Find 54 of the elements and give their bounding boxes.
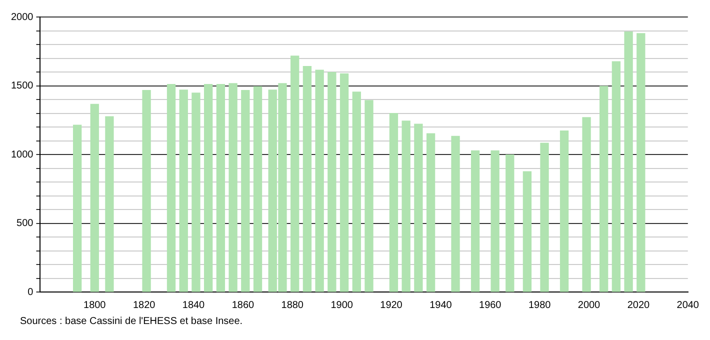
bar — [105, 116, 114, 292]
y-tick-label: 0 — [28, 286, 34, 298]
bar — [540, 142, 549, 292]
bar — [315, 70, 324, 292]
bar — [490, 150, 500, 292]
bar — [506, 154, 514, 292]
x-tick-label: 1920 — [380, 300, 403, 311]
x-tick-label: 1820 — [132, 300, 156, 311]
y-tick-label: 1000 — [10, 149, 34, 160]
bar — [241, 90, 250, 292]
bar — [142, 90, 151, 292]
bar — [72, 124, 82, 292]
bar — [624, 32, 633, 292]
bar — [560, 130, 569, 292]
bar — [426, 133, 436, 292]
bar — [470, 150, 480, 292]
bar — [364, 100, 374, 292]
bar — [302, 66, 312, 292]
x-tick-label: 1860 — [232, 300, 254, 311]
bar — [582, 117, 591, 292]
bar — [179, 90, 188, 292]
bar — [166, 84, 176, 292]
bar — [204, 84, 213, 292]
bar — [612, 61, 621, 292]
x-tick-label: 1960 — [479, 300, 502, 311]
y-tick-label: 1500 — [10, 80, 34, 92]
source-note: Sources : base Cassini de l'EHESS et base Insee. — [20, 316, 244, 327]
x-tick-label: 1800 — [84, 300, 106, 311]
bar — [192, 92, 200, 292]
x-tick-label: 1840 — [182, 300, 206, 311]
x-tick-label: 2020 — [627, 300, 650, 311]
x-tick-label: 1940 — [430, 300, 452, 311]
x-tick-label: 1880 — [281, 300, 304, 311]
bar — [228, 83, 238, 292]
bar — [451, 136, 460, 292]
bar — [402, 120, 410, 292]
x-tick-label: 1900 — [330, 300, 354, 311]
bar — [636, 33, 646, 292]
x-tick-label: 2040 — [676, 300, 700, 311]
x-tick-label: 2000 — [578, 300, 601, 311]
y-tick-label: 2000 — [10, 12, 34, 23]
bar — [389, 113, 398, 292]
bar — [216, 84, 226, 292]
bar — [522, 171, 532, 292]
y-tick-label: 500 — [16, 218, 34, 229]
bar — [90, 104, 99, 292]
bar — [328, 72, 336, 292]
bar — [290, 56, 300, 292]
bar — [352, 92, 361, 292]
bar — [600, 86, 608, 292]
bar — [253, 86, 262, 292]
x-tick-label: 1980 — [528, 300, 552, 311]
bar — [414, 124, 423, 292]
bar — [340, 73, 349, 292]
